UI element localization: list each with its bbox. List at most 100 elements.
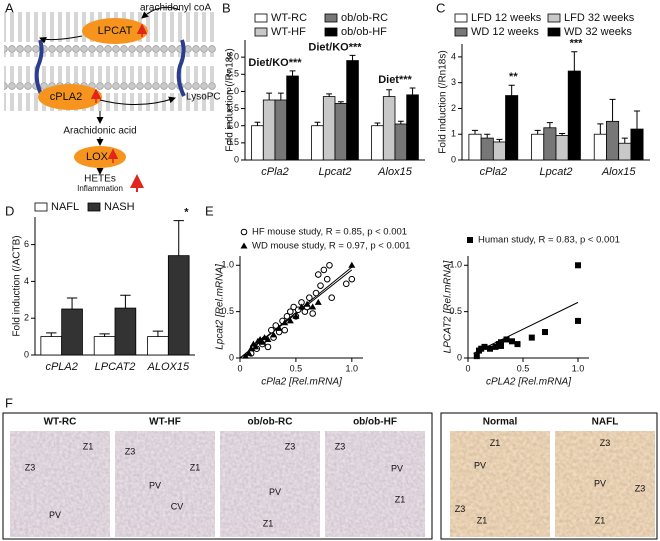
enzyme [82, 18, 148, 44]
y-axis-label: LPCAT2 [Rel.mRNA] [443, 260, 454, 353]
point [306, 294, 313, 302]
y-tick-label: 0.5 [221, 306, 234, 316]
point [575, 317, 581, 324]
point [270, 331, 278, 338]
y-tick-label: 0 [457, 352, 462, 362]
micrograph [325, 431, 425, 537]
annotation: ** [509, 71, 518, 83]
zone-label: Z1 [490, 438, 501, 448]
bar [114, 307, 137, 356]
x-tick-label: 1.0 [346, 363, 359, 373]
legend-swatch [324, 27, 338, 37]
y-tick-label: 1.0 [221, 260, 234, 270]
bar [382, 96, 396, 161]
legend-marker [240, 228, 248, 236]
legend-label: ob/ob-RC [341, 12, 388, 24]
lipid [34, 39, 44, 97]
y-tick-label: 3.0 [226, 52, 239, 62]
error-bar [597, 123, 604, 135]
zone-label: Z3 [125, 447, 136, 457]
zone-label: PV [149, 480, 161, 490]
panel-label: F [5, 395, 13, 410]
legend-label: WD mouse study, R = 0.97, p < 0.001 [252, 241, 410, 252]
x-tick-label: cPLA2 [45, 361, 77, 373]
bar [93, 336, 116, 356]
error-bar [471, 129, 479, 135]
panel-label: B [222, 0, 231, 15]
legend-label: WD 12 weeks [471, 26, 539, 38]
bar [630, 128, 644, 161]
annotation: * [184, 207, 189, 219]
zone-label: Z1 [395, 494, 406, 504]
legend-label: LFD 32 weeks [564, 12, 635, 24]
legend-swatch [454, 13, 468, 23]
bar [406, 94, 419, 161]
legend-swatch [547, 13, 561, 23]
legend-label: LFD 12 weeks [471, 12, 542, 24]
bar [40, 336, 63, 356]
arrow [141, 6, 181, 19]
x-tick-label: Lpcat2 [318, 166, 351, 178]
legend-label: NAFL [51, 201, 79, 213]
point [272, 322, 280, 329]
bar [555, 135, 569, 161]
point [503, 336, 510, 343]
error-bar [484, 133, 491, 139]
zone-label: Z1 [263, 519, 274, 529]
point [245, 349, 253, 356]
zone-label: Z3 [335, 441, 346, 451]
legend-label: HF mouse study, R = 0.85, p < 0.001 [252, 227, 407, 238]
x-tick-label: Alox15 [377, 166, 413, 178]
micrograph [450, 431, 550, 537]
arrow [99, 96, 176, 106]
outcome: Inflammation [77, 184, 123, 193]
product: LysoPC [186, 92, 221, 103]
panel-label: E [205, 203, 214, 218]
zone-label: Z1 [477, 515, 488, 525]
legend-swatch [34, 202, 48, 212]
legend-label: WD 32 weeks [564, 26, 632, 38]
zone-label: PV [269, 487, 281, 497]
micrograph [115, 431, 215, 537]
point [264, 343, 272, 351]
zone-label: Z3 [635, 484, 646, 494]
point [320, 266, 328, 274]
bar [394, 123, 408, 161]
error-bar [254, 121, 261, 126]
y-tick-label: 2 [451, 103, 456, 113]
error-bar [397, 120, 404, 124]
bar [531, 133, 545, 161]
point [268, 326, 275, 334]
point [478, 345, 485, 352]
y-axis-label: Fold induction (/ACTB) [12, 235, 23, 336]
y-tick-label: 0 [24, 349, 29, 359]
x-tick-label: 0 [237, 363, 242, 373]
point [298, 303, 305, 310]
error-bar [99, 333, 110, 337]
point [498, 339, 504, 346]
image-label: WT-RC [44, 417, 77, 428]
point [323, 275, 331, 283]
error-bar [277, 92, 284, 100]
legend-label: ob/ob-HF [341, 26, 387, 38]
y-tick-label: 0 [451, 154, 456, 164]
trend-line [239, 266, 353, 359]
image-label: Normal [483, 417, 518, 428]
trend-line [473, 301, 579, 354]
zone-label: Z1 [190, 462, 201, 472]
y-tick-label: 1.5 [226, 103, 239, 113]
legend-swatch [254, 27, 268, 37]
point [492, 343, 499, 350]
y-axis-label: Fold induction (/Rn18s) [225, 48, 236, 151]
point [509, 338, 515, 345]
error-bar [534, 129, 541, 135]
bar [543, 127, 557, 161]
zone-label: PV [594, 478, 606, 488]
x-tick-label: ALOX15 [147, 361, 190, 373]
y-tick-label: 2.5 [226, 69, 239, 79]
zone-label: PV [474, 460, 486, 470]
point [487, 345, 493, 352]
zone-label: Z1 [595, 515, 606, 525]
point [286, 317, 294, 324]
lipid [176, 39, 186, 97]
